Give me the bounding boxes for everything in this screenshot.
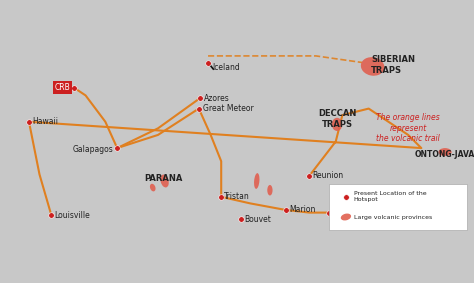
Ellipse shape	[254, 173, 259, 189]
Text: Large volcanic provinces: Large volcanic provinces	[354, 215, 432, 220]
Text: PARANA: PARANA	[144, 174, 182, 183]
Text: DECCAN
TRAPS: DECCAN TRAPS	[318, 110, 356, 129]
Text: The orange lines
represent
the volcanic trail: The orange lines represent the volcanic …	[376, 113, 440, 143]
Text: SIBERIAN
TRAPS: SIBERIAN TRAPS	[371, 55, 415, 75]
Text: Reunion: Reunion	[312, 171, 344, 180]
Ellipse shape	[160, 175, 169, 187]
Ellipse shape	[332, 118, 342, 131]
Ellipse shape	[438, 148, 452, 156]
Text: Great Meteor: Great Meteor	[203, 104, 254, 113]
FancyBboxPatch shape	[329, 184, 467, 230]
Text: Iceland: Iceland	[212, 63, 240, 72]
Text: Present Location of the
Hotspot: Present Location of the Hotspot	[354, 191, 427, 202]
Text: Tristan: Tristan	[224, 192, 250, 201]
Text: Azores: Azores	[204, 94, 230, 102]
Text: Louisville: Louisville	[55, 211, 90, 220]
Ellipse shape	[267, 185, 273, 196]
Text: ONTONG-JAVA: ONTONG-JAVA	[415, 150, 474, 159]
Ellipse shape	[361, 57, 384, 76]
Ellipse shape	[150, 184, 155, 191]
Text: Galapagos: Galapagos	[72, 145, 113, 154]
Text: Marion: Marion	[289, 205, 315, 215]
Ellipse shape	[341, 214, 351, 220]
Text: Hawaii: Hawaii	[32, 117, 58, 126]
Text: CRB: CRB	[55, 83, 71, 92]
Text: Kerguelen: Kerguelen	[332, 208, 371, 217]
Text: Bouvet: Bouvet	[244, 215, 271, 224]
